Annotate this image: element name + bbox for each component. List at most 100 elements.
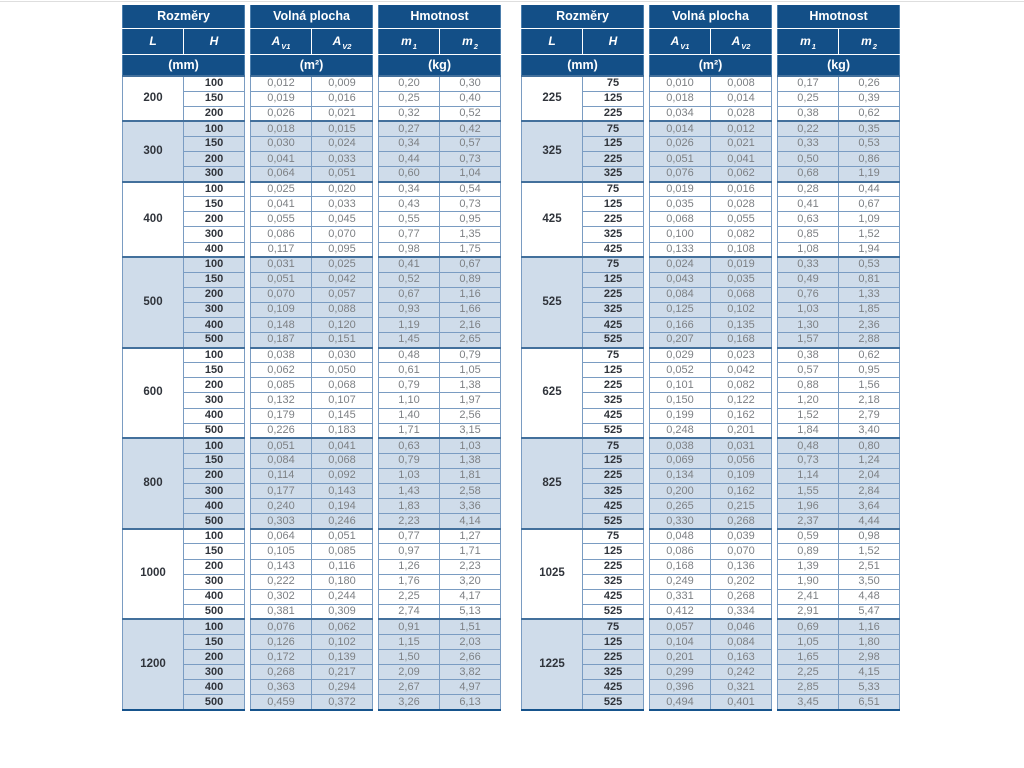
value-cell: 0,53 — [838, 135, 901, 152]
value-cell: 0,168 — [649, 558, 712, 575]
h-value-cell: 400 — [182, 316, 246, 334]
column-symbol-header: AV1 — [250, 28, 313, 55]
h-value-cell: 500 — [182, 332, 246, 349]
table-row: 0,187 0,151 — [250, 332, 374, 349]
table-row: 0,043 0,035 — [649, 271, 773, 288]
value-cell: 0,019 — [710, 256, 773, 273]
value-cell: 0,117 — [250, 241, 313, 258]
h-value-cell: 400 — [182, 679, 246, 696]
value-cell: 0,17 — [777, 74, 840, 92]
value-cell: 0,42 — [439, 120, 502, 137]
l-value-cell: 800 — [122, 437, 184, 530]
value-cell: 1,94 — [838, 241, 901, 258]
column-symbol: A — [332, 34, 342, 48]
h-value-cell: 200 — [182, 105, 246, 122]
table-row: 125 — [522, 543, 645, 560]
table-row: 0,41 0,67 — [378, 256, 502, 273]
table-row: 425 75 — [521, 180, 645, 258]
value-cell: 0,60 — [378, 166, 441, 183]
section-volna-plocha: Volná plocha AV1 AV2 (m²) 0,010 0,008 0,018 0,0… — [649, 5, 773, 711]
value-cell: 1,45 — [378, 332, 441, 349]
value-cell: 0,331 — [649, 588, 712, 605]
h-value-cell: 125 — [581, 135, 645, 152]
value-cell: 0,055 — [710, 211, 773, 228]
column-symbol: m — [462, 34, 473, 48]
value-cell: 4,17 — [439, 588, 502, 605]
dimensions-table-right: Rozměry L H (mm) 225 75 125 225 325 75 125 225 325 42… — [521, 5, 901, 711]
value-cell: 0,045 — [311, 211, 374, 228]
table-row: 1200 100 — [122, 618, 246, 711]
value-cell: 0,334 — [710, 603, 773, 620]
h-value-cell: 225 — [581, 286, 645, 303]
h-value-cell: 525 — [581, 603, 645, 620]
value-cell: 0,242 — [710, 664, 773, 681]
value-cell: 1,05 — [777, 633, 840, 651]
value-cell: 1,08 — [777, 241, 840, 258]
value-cell: 1,03 — [378, 467, 441, 485]
value-cell: 0,070 — [250, 286, 313, 303]
table-row: 0,330 0,268 — [649, 513, 773, 530]
h-value-cell: 200 — [182, 150, 246, 168]
value-cell: 0,086 — [250, 226, 313, 243]
value-cell: 0,215 — [710, 498, 773, 515]
h-value-cell: 125 — [581, 90, 645, 107]
value-cell: 0,145 — [311, 407, 374, 424]
value-cell: 0,050 — [311, 362, 374, 379]
value-cell: 0,55 — [378, 211, 441, 228]
table-row: 0,25 0,40 — [378, 90, 502, 107]
value-cell: 0,009 — [311, 74, 374, 92]
group-header-label: Hmotnost — [378, 5, 501, 29]
h-value-cell: 400 — [182, 588, 246, 605]
value-cell: 0,025 — [250, 180, 313, 198]
table-row: 0,249 0,202 — [649, 573, 773, 590]
value-cell: 0,401 — [710, 694, 773, 711]
table-row: 0,064 0,051 — [250, 166, 374, 183]
table-row: 2,25 4,17 — [378, 588, 502, 605]
h-value-cell: 75 — [581, 256, 645, 273]
value-cell: 0,68 — [777, 166, 840, 183]
value-cell: 0,95 — [838, 362, 901, 379]
value-cell: 0,026 — [250, 105, 313, 122]
table-row: 325 — [522, 664, 645, 681]
value-cell: 0,25 — [777, 90, 840, 107]
table-row: 0,265 0,215 — [649, 498, 773, 515]
table-row: 2,74 5,13 — [378, 603, 502, 620]
value-cell: 0,012 — [250, 74, 313, 92]
value-cell: 1,27 — [439, 527, 502, 545]
value-cell: 0,48 — [378, 346, 441, 364]
table-row: 0,014 0,012 — [649, 120, 773, 137]
table-row: 0,019 0,016 — [649, 180, 773, 198]
h-value-cell: 300 — [182, 573, 246, 590]
table-row: 600 100 — [122, 346, 246, 439]
value-cell: 0,038 — [250, 346, 313, 364]
value-cell: 0,179 — [250, 407, 313, 424]
table-row: 0,52 0,89 — [378, 271, 502, 288]
table-row: 0,132 0,107 — [250, 392, 374, 409]
h-value-cell: 75 — [581, 180, 645, 198]
column-symbol-header: AV2 — [311, 28, 373, 55]
value-cell: 2,84 — [838, 483, 901, 500]
value-cell: 0,88 — [777, 377, 840, 394]
value-cell: 0,35 — [838, 120, 901, 137]
table-row: 0,61 1,05 — [378, 362, 502, 379]
value-cell: 0,028 — [710, 196, 773, 213]
h-value-cell: 500 — [182, 422, 246, 439]
value-cell: 0,024 — [649, 256, 712, 273]
value-cell: 0,20 — [378, 74, 441, 92]
value-cell: 0,122 — [710, 392, 773, 409]
value-cell: 0,294 — [311, 679, 374, 696]
table-row: 0,029 0,023 — [649, 346, 773, 364]
value-cell: 0,265 — [649, 498, 712, 515]
value-cell: 2,88 — [838, 332, 901, 349]
table-row: 0,32 0,52 — [378, 105, 502, 122]
table-row: 1,30 2,36 — [777, 316, 901, 334]
column-symbol-header: AV2 — [710, 28, 772, 55]
table-row: 525 — [522, 422, 645, 439]
dimensions-table-left: Rozměry L H (mm) 200 100 150 200 300 100 150 200 300… — [122, 5, 502, 711]
value-cell: 0,33 — [777, 135, 840, 152]
value-cell: 0,034 — [649, 105, 712, 122]
value-cell: 0,016 — [710, 180, 773, 198]
value-cell: 0,180 — [311, 573, 374, 590]
l-value-cell: 1225 — [521, 618, 583, 711]
table-row: 0,91 1,51 — [378, 618, 502, 635]
